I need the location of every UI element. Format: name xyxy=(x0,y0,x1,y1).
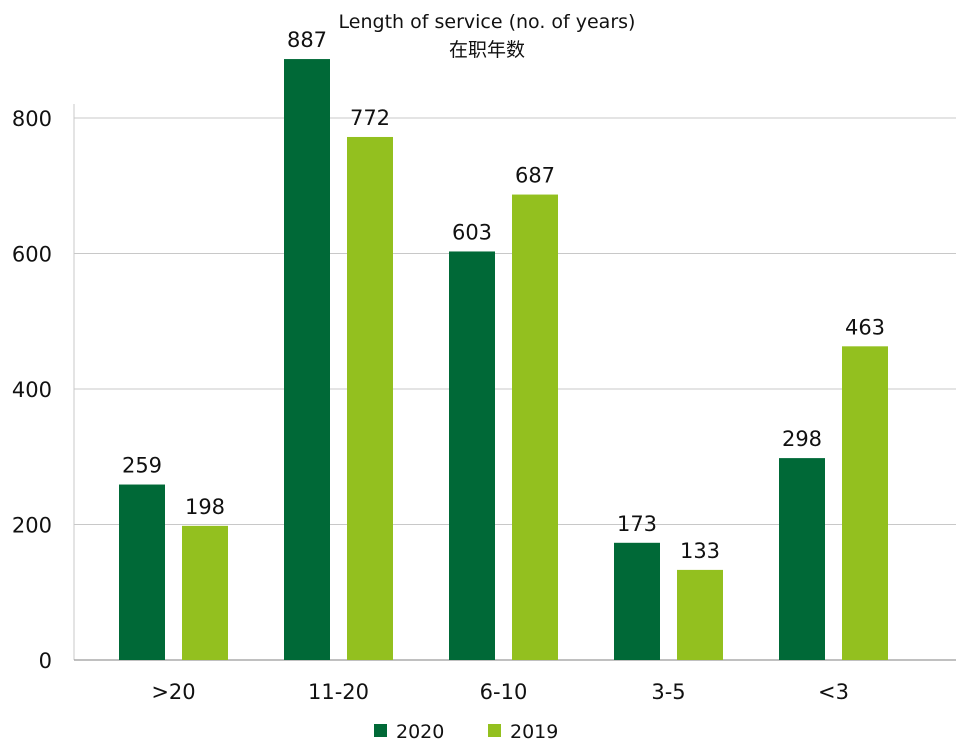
bar-2020-0 xyxy=(119,484,165,660)
bar-2019-0 xyxy=(182,525,228,660)
x-category-label: 11-20 xyxy=(308,680,369,704)
bar-2019-2 xyxy=(512,194,558,660)
y-tick-label: 600 xyxy=(12,243,52,267)
value-labels: 259 198 887 772 603 687 173 133 298 463 xyxy=(122,28,885,563)
bar-2019-4 xyxy=(842,346,888,660)
legend-swatch-2019 xyxy=(488,724,501,737)
bar-value-label: 259 xyxy=(122,454,162,478)
y-tick-label: 0 xyxy=(39,649,52,673)
bar-value-label: 772 xyxy=(350,106,390,130)
bar-2020-1 xyxy=(284,59,330,661)
legend-label-2019: 2019 xyxy=(510,721,558,742)
bar-value-label: 463 xyxy=(845,315,885,339)
bar-2020-2 xyxy=(449,251,495,660)
x-category-label: 6-10 xyxy=(480,680,528,704)
x-category-label: 3-5 xyxy=(651,680,685,704)
y-tick-label: 200 xyxy=(12,514,52,538)
bars xyxy=(119,59,888,661)
bar-2020-3 xyxy=(614,542,660,660)
bar-value-label: 603 xyxy=(452,220,492,244)
legend-swatch-2020 xyxy=(374,724,387,737)
y-tick-label: 400 xyxy=(12,378,52,402)
bar-value-label: 133 xyxy=(680,539,720,563)
bar-value-label: 687 xyxy=(515,164,555,188)
legend-label-2020: 2020 xyxy=(396,721,444,742)
bar-2019-3 xyxy=(677,569,723,660)
x-axis-categories: >20 11-20 6-10 3-5 <3 xyxy=(151,680,849,704)
legend: 2020 2019 xyxy=(374,721,558,742)
bar-value-label: 198 xyxy=(185,495,225,519)
y-tick-label: 800 xyxy=(12,107,52,131)
x-category-label: >20 xyxy=(151,680,195,704)
bar-value-label: 887 xyxy=(287,28,327,52)
bar-value-label: 298 xyxy=(782,427,822,451)
bar-value-label: 173 xyxy=(617,512,657,536)
x-category-label: <3 xyxy=(818,680,849,704)
chart-title: Length of service (no. of years) xyxy=(339,11,636,33)
y-axis-ticks: 0 200 400 600 800 xyxy=(12,107,52,673)
bar-2020-4 xyxy=(779,458,825,660)
bar-2019-1 xyxy=(347,136,393,661)
chart-subtitle: 在职年数 xyxy=(449,39,525,61)
